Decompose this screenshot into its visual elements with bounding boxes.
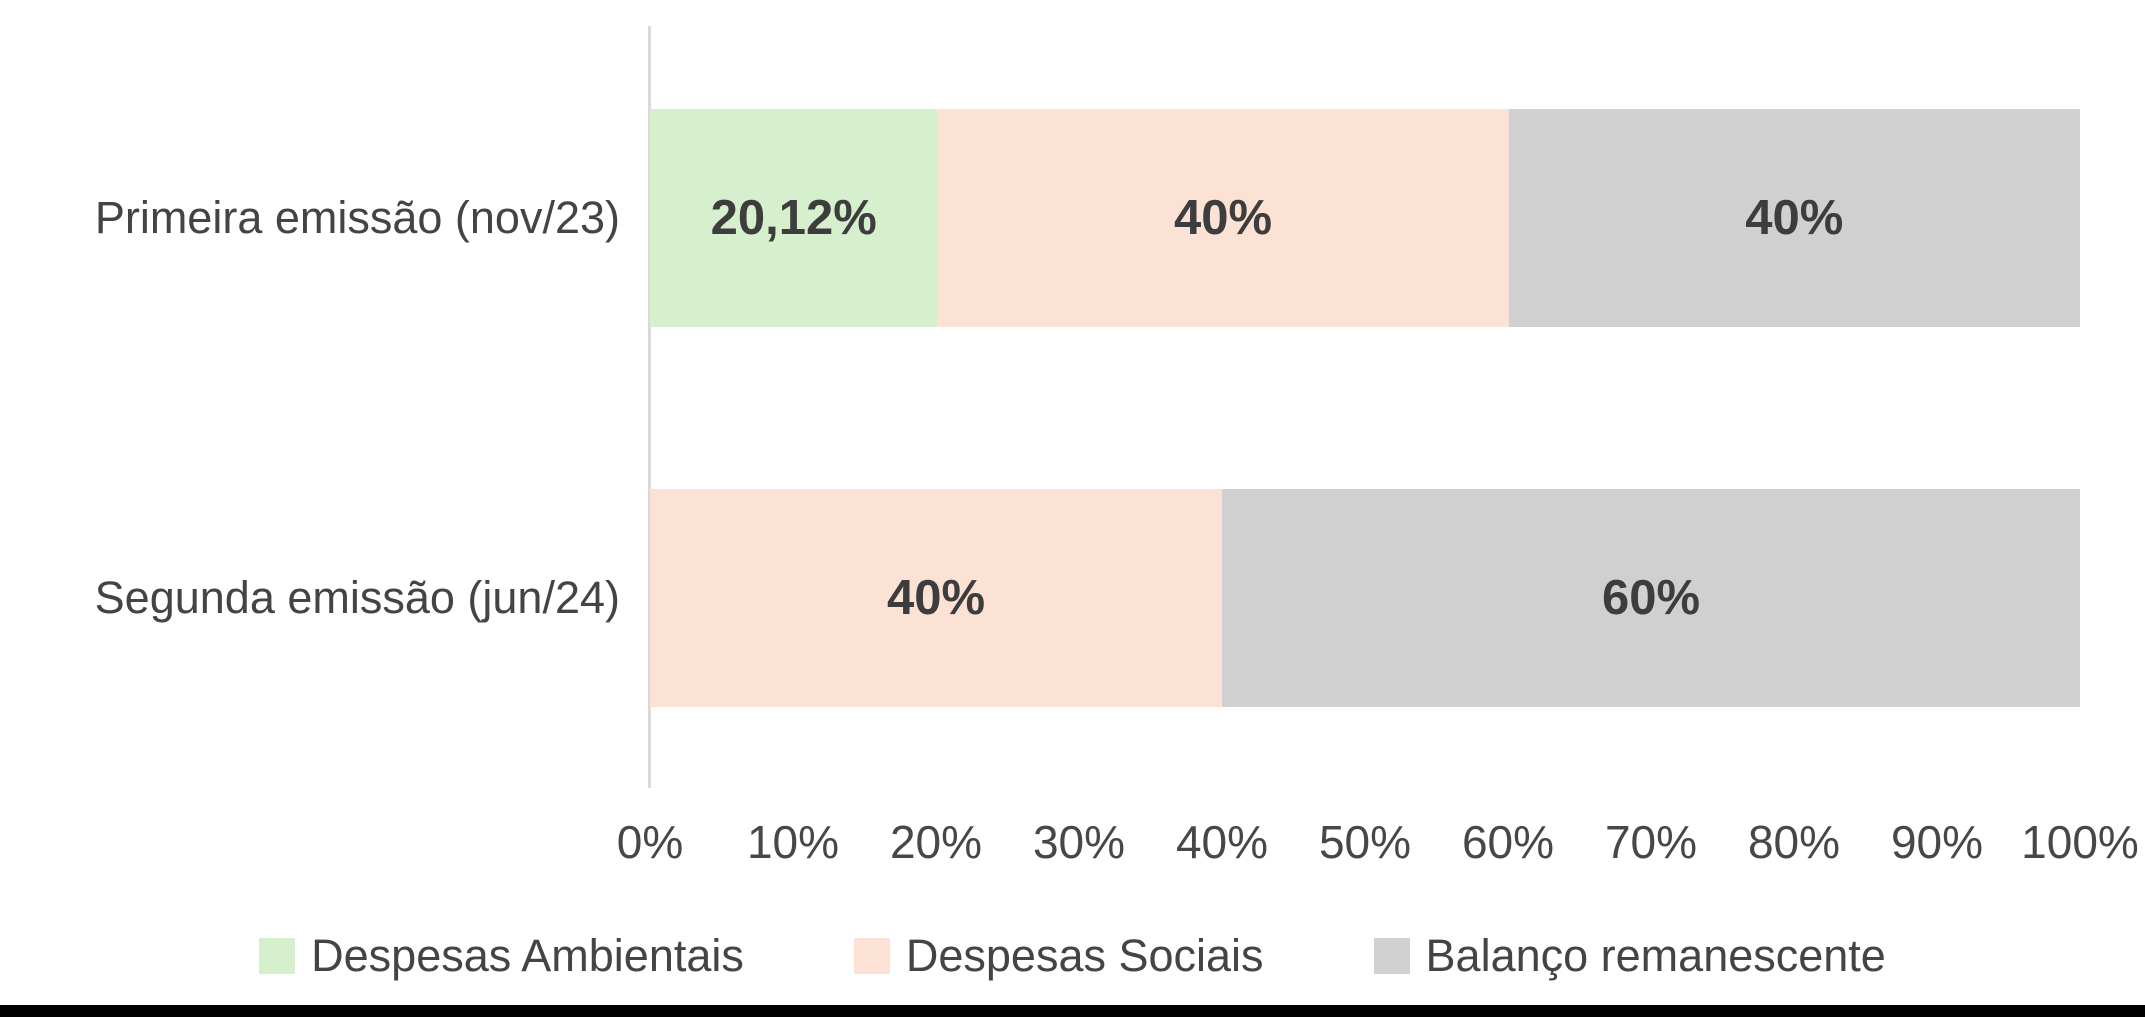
- bar-segment: 60%: [1222, 489, 2080, 707]
- category-row: Primeira emissão (nov/23) 20,12% 40% 40%: [0, 28, 2080, 408]
- x-axis-tick-label: 70%: [1604, 816, 1698, 868]
- category-label: Segunda emissão (jun/24): [94, 572, 620, 623]
- x-axis-tick-label: 50%: [1318, 816, 1412, 868]
- legend-swatch-icon: [259, 938, 296, 974]
- legend-item: Despesas Sociais: [853, 930, 1264, 982]
- legend-swatch-icon: [1373, 938, 1410, 974]
- category-row: Segunda emissão (jun/24) 40% 60%: [0, 408, 2080, 788]
- bar-segment: 20,12%: [650, 109, 938, 327]
- x-axis-tick-label: 40%: [1175, 816, 1269, 868]
- x-axis-tick-label: 60%: [1461, 816, 1555, 868]
- legend: Despesas Ambientais Despesas Sociais Balan…: [0, 930, 2145, 982]
- bar-track: 40% 60%: [650, 489, 2080, 707]
- data-label: 60%: [1601, 571, 1701, 625]
- data-label: 40%: [1173, 191, 1273, 245]
- legend-item: Balanço remanescente: [1373, 930, 1886, 982]
- x-axis-tick-label: 30%: [1032, 816, 1126, 868]
- x-axis-tick-label: 90%: [1890, 816, 1984, 868]
- x-axis-tick-label: 20%: [889, 816, 983, 868]
- bar-segment: 40%: [650, 489, 1222, 707]
- bar-segment: 40%: [937, 109, 1509, 327]
- x-axis-tick-label: 0%: [616, 816, 684, 868]
- legend-label: Balanço remanescente: [1425, 930, 1886, 981]
- legend-label: Despesas Ambientais: [311, 930, 744, 981]
- category-label: Primeira emissão (nov/23): [94, 192, 620, 243]
- x-axis-tick-label: 100%: [2021, 816, 2139, 868]
- x-axis-tick-label: 10%: [746, 816, 840, 868]
- legend-label: Despesas Sociais: [905, 930, 1264, 981]
- data-label: 40%: [1745, 191, 1844, 245]
- x-axis: 0% 10% 20% 30% 40% 50% 60% 70% 80% 90% 100%: [617, 812, 2139, 872]
- legend-item: Despesas Ambientais: [259, 930, 744, 982]
- x-axis-tick-label: 80%: [1747, 816, 1841, 868]
- legend-swatch-icon: [853, 938, 890, 974]
- bar-track: 20,12% 40% 40%: [650, 109, 2080, 327]
- bottom-black-bar: [0, 1005, 2145, 1017]
- data-label: 40%: [886, 571, 986, 625]
- bar-segment: 40%: [1508, 109, 2080, 327]
- y-axis-line: [648, 26, 651, 788]
- plot-area: Primeira emissão (nov/23) 20,12% 40% 40% Seg…: [0, 28, 2080, 788]
- data-label: 20,12%: [710, 191, 877, 245]
